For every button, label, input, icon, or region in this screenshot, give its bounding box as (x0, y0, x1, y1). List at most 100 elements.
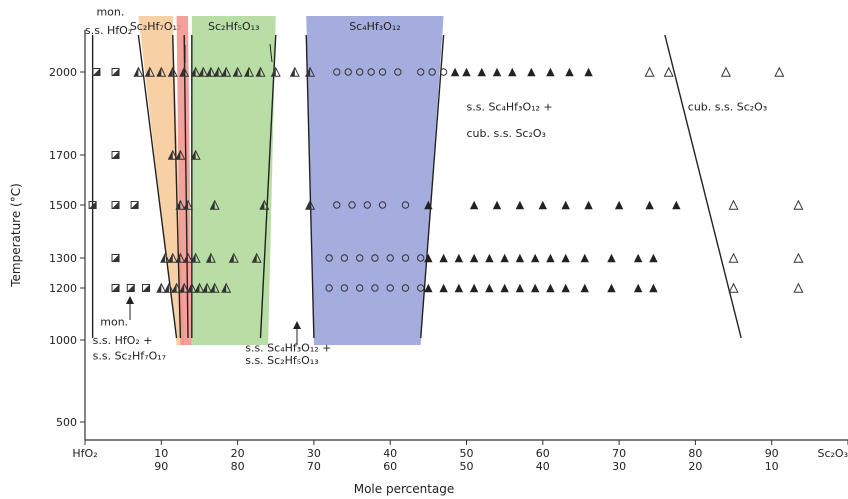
filled-triangle-marker (515, 200, 525, 210)
half-triangle-marker (251, 252, 262, 263)
half-triangle-marker (205, 252, 216, 263)
x-tick-label: Sc₂O₃ (817, 447, 848, 460)
filled-triangle-marker (424, 283, 433, 293)
phase-field-2 (191, 16, 276, 345)
phase-boundary-line (183, 34, 189, 339)
filled-triangle-marker (527, 67, 536, 77)
filled-triangle-marker (492, 67, 502, 77)
filled-triangle-marker (672, 200, 681, 210)
y-tick-label: 1700 (49, 149, 77, 162)
open-triangle-marker (728, 199, 739, 210)
phase-boundary-line (137, 34, 178, 339)
phase-boundary-line (420, 34, 445, 339)
half-triangle-marker (194, 282, 205, 293)
half-triangle-marker (259, 199, 270, 210)
open-circle-marker (417, 254, 425, 262)
x-tick-label-complement: 30 (612, 460, 626, 473)
half-triangle-marker (133, 66, 144, 77)
half-triangle-marker (175, 199, 186, 210)
half-triangle-marker (289, 66, 300, 77)
half-triangle-marker (190, 149, 201, 160)
axis-ticks: HfO₂ 109020803070406050506040703080209010… (49, 66, 848, 473)
filled-triangle-marker (649, 253, 658, 263)
annotations: mon. s.s. HfO₂ s.s. Sc₄Hf₃O₁₂ + cub. s.s. S… (85, 5, 767, 366)
open-circle-marker (401, 254, 410, 262)
x-tick-label-complement: 20 (688, 460, 702, 473)
phase-annotation: cub. s.s. Sc₂O₃ (467, 127, 546, 140)
open-circle-marker (401, 201, 410, 209)
open-circle-marker (386, 254, 394, 262)
half-square-marker (126, 284, 135, 292)
open-circle-marker (355, 284, 364, 292)
filled-triangle-marker (565, 67, 574, 77)
filled-triangle-marker (469, 283, 479, 293)
half-triangle-marker (198, 66, 209, 77)
filled-triangle-marker (450, 67, 460, 77)
half-triangle-marker (305, 66, 316, 77)
open-circle-marker (417, 284, 425, 292)
half-square-marker (130, 201, 139, 209)
half-square-marker (92, 68, 101, 76)
phase-annotation: cub. s.s. Sc₂O₃ (688, 101, 767, 114)
filled-triangle-marker (500, 283, 509, 293)
half-triangle-marker (270, 66, 281, 77)
open-circle-marker (340, 254, 349, 262)
filled-triangle-marker (584, 67, 593, 77)
half-triangle-marker (202, 282, 213, 293)
open-circle-marker (333, 68, 341, 76)
filled-triangle-marker (546, 253, 555, 263)
filled-triangle-marker (515, 253, 525, 263)
half-triangle-marker (232, 66, 243, 77)
phase-annotation: s.s. HfO₂ + (93, 334, 153, 347)
half-triangle-marker (167, 66, 178, 77)
open-circle-marker (371, 254, 379, 262)
filled-triangle-marker (546, 283, 555, 293)
phase-field-label: Sc₂Hf₅O₁₃ (208, 20, 259, 33)
x-tick-label: 70 (612, 447, 626, 460)
open-triangle-marker (728, 282, 739, 293)
filled-triangle-marker (607, 253, 616, 263)
x-tick-label-complement: 40 (536, 460, 550, 473)
phase-annotation: s.s. Sc₂Hf₇O₁₇ (93, 350, 166, 363)
filled-triangle-marker (469, 253, 479, 263)
half-square-marker (111, 284, 120, 292)
half-square-marker (88, 201, 97, 209)
filled-triangle-marker (424, 253, 433, 263)
half-triangle-marker (171, 282, 182, 293)
x-tick-label: 60 (536, 447, 550, 460)
filled-triangle-marker (633, 253, 643, 263)
x-tick-label: 10 (154, 447, 168, 460)
half-triangle-marker (221, 282, 232, 293)
half-triangle-marker (190, 252, 201, 263)
y-axis-title: Temperature (°C) (9, 183, 23, 288)
half-triangle-marker (186, 282, 197, 293)
filled-triangle-marker (538, 200, 547, 210)
x-axis-title: Mole percentage (354, 482, 455, 496)
data-markers (88, 66, 804, 293)
y-tick-label: 500 (56, 416, 77, 429)
open-circle-marker (363, 201, 372, 209)
y-tick-label: 2000 (49, 66, 77, 79)
phase-annotation: mon. (100, 316, 128, 329)
open-triangle-marker (663, 66, 674, 77)
half-triangle-marker (182, 252, 194, 263)
filled-triangle-marker (645, 200, 654, 210)
phase-annotation: s.s. Sc₄Hf₃O₁₂ + (467, 101, 553, 114)
phase-field-3 (306, 16, 444, 345)
filled-triangle-marker (580, 283, 589, 293)
x-tick-label: 90 (765, 447, 779, 460)
filled-triangle-marker (477, 67, 486, 77)
y-tick-label: 1300 (49, 252, 77, 265)
open-circle-marker (439, 68, 448, 76)
open-circle-marker (371, 284, 379, 292)
x-tick-label: 50 (460, 447, 474, 460)
half-triangle-marker (144, 66, 155, 77)
half-triangle-marker (167, 252, 178, 263)
x-tick-label: 80 (688, 447, 702, 460)
half-triangle-marker (305, 199, 316, 210)
half-square-marker (142, 284, 151, 292)
open-triangle-marker (774, 66, 785, 77)
half-triangle-marker (156, 66, 167, 77)
open-circle-marker (417, 68, 425, 76)
